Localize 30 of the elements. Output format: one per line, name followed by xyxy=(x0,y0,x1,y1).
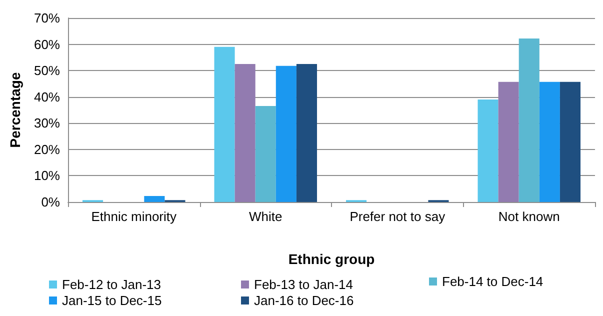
bar xyxy=(255,106,276,202)
legend-label: Jan-16 to Dec-16 xyxy=(254,293,354,308)
y-tick-label: 10% xyxy=(34,168,60,184)
y-tick-label: 60% xyxy=(34,36,60,52)
y-tick-label: 50% xyxy=(34,63,60,78)
bar xyxy=(234,64,256,202)
bar xyxy=(478,99,498,202)
legend-label: Feb-13 to Jan-14 xyxy=(254,277,354,292)
y-tick-label: 0% xyxy=(41,194,60,210)
x-tick-label: Not known xyxy=(498,209,560,224)
x-tick-label: White xyxy=(249,209,282,224)
x-tick-label: Ethnic minority xyxy=(91,209,177,224)
bar xyxy=(518,38,540,202)
y-tick-label: 40% xyxy=(34,89,60,104)
bar xyxy=(276,66,296,202)
bar xyxy=(296,64,318,202)
legend-label: Feb-12 to Jan-13 xyxy=(62,277,162,292)
y-axis-title: Percentage xyxy=(7,72,23,148)
legend-label: Jan-15 to Dec-15 xyxy=(62,293,162,308)
y-tick-label: 20% xyxy=(34,142,60,157)
bar xyxy=(539,82,560,202)
x-axis-title: Ethnic group xyxy=(288,251,375,267)
legend-label: Feb-14 to Dec-14 xyxy=(442,274,544,289)
x-tick-label: Prefer not to say xyxy=(350,209,446,224)
bar xyxy=(144,196,165,202)
y-tick-label: 70% xyxy=(34,10,60,26)
y-tick-label: 30% xyxy=(34,116,60,131)
bar xyxy=(498,82,519,202)
bar xyxy=(560,82,581,202)
bar xyxy=(214,46,235,202)
